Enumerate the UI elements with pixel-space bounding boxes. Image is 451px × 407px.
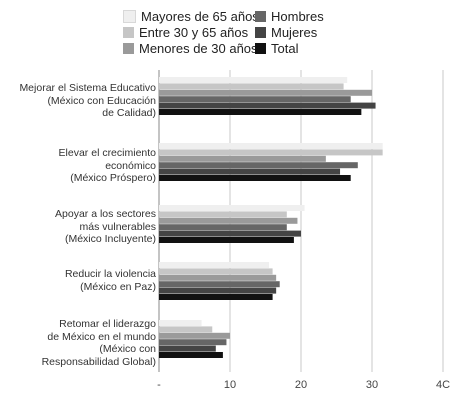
bar-cat5-series6 [159,352,223,358]
bar-cat3-series4 [159,224,287,231]
category-label-line: Reducir la violencia [64,268,156,280]
legend-swatch [123,43,134,54]
bar-cat4-series6 [159,294,273,300]
bar-cat2-series6 [159,175,351,181]
legend-label: Total [271,41,299,56]
category-label-line: Apoyar a los sectores [55,208,156,220]
bar-cat5-series2 [159,326,213,333]
legend-label: Mujeres [271,25,318,40]
category-label-line: Retomar el liderazgo [59,318,156,330]
bar-cat3-series2 [159,211,287,218]
bar-cat4-series3 [159,274,277,281]
legend-swatch [123,27,134,38]
category-label-line: de México en el mundo [47,330,156,343]
legend-item: Mayores de 65 años [123,9,259,24]
legend-swatch [123,10,136,23]
bar-cat3-series5 [159,230,301,237]
category-label-5: Retomar el liderazgo de México en el mund… [0,318,156,368]
bar-cat2-series4 [159,162,358,169]
category-label-line: más vulnerables [79,220,156,233]
bar-cat3-series6 [159,237,294,243]
x-tick-label: 30 [365,379,379,391]
bar-cat2-series5 [159,168,341,175]
category-label-line: (México Incluyente) [64,233,156,245]
bar-cat2-series3 [159,155,326,162]
bar-cat1-series2 [159,83,344,90]
bar-cat2-series2 [159,149,383,156]
category-label-line: (México con [99,343,156,355]
bar-cat1-series5 [159,102,376,109]
bar-cat4-series4 [159,281,280,288]
category-label-4: Reducir la violencia (México en Paz) [0,268,156,293]
category-label-2: Elevar el crecimiento económico (México Pr… [0,147,156,185]
bar-cat5-series1 [159,320,202,326]
category-label-line: (México en Paz) [80,280,156,293]
bar-cat5-series4 [159,339,227,346]
category-label-1: Mejorar el Sistema Educativo (México con … [0,82,156,120]
bar-cat1-series4 [159,96,351,103]
x-tick-label: 20 [294,379,308,391]
legend-item: Menores de 30 años [123,41,258,56]
legend-swatch [255,43,266,54]
legend-label: Mayores de 65 años [141,9,259,24]
category-label-line: Elevar el crecimiento [58,147,156,159]
category-label-line: económico [105,159,156,172]
legend-swatch [255,11,266,22]
bar-cat4-series2 [159,268,273,275]
legend-item: Mujeres [255,25,317,40]
bar-cat1-series3 [159,89,372,96]
bar-cat1-series1 [159,77,348,83]
bar-cat4-series1 [159,262,270,268]
category-label-line: Mejorar el Sistema Educativo [19,82,156,94]
legend-label: Hombres [271,9,324,24]
legend-label: Entre 30 y 65 años [139,25,249,40]
bar-cat3-series3 [159,217,298,224]
bar-cat5-series5 [159,345,216,352]
bar-cat4-series5 [159,287,277,294]
legend-item: Hombres [255,9,324,24]
category-label-line: Responsabilidad Global) [41,355,156,368]
bar-cat5-series3 [159,332,230,339]
bar-cat2-series1 [159,143,383,149]
legend-label: Menores de 30 años [139,41,258,56]
legend-item: Entre 30 y 65 años [123,25,248,40]
x-tick-label: 4C [435,379,451,391]
category-label-3: Apoyar a los sectores más vulnerables (Méx… [0,208,156,246]
category-label-line: (México con Educación [47,94,156,107]
bar-cat1-series6 [159,109,362,115]
x-tick-label: - [157,379,161,391]
category-label-line: de Calidad) [102,107,156,119]
legend-swatch [255,27,266,38]
bar-cat3-series1 [159,205,305,211]
x-tick-label: 10 [223,379,237,391]
category-label-line: (México Próspero) [70,172,156,184]
chart-legend: Mayores de 65 años Entre 30 y 65 años Meno… [123,9,363,59]
legend-item: Total [255,41,298,56]
